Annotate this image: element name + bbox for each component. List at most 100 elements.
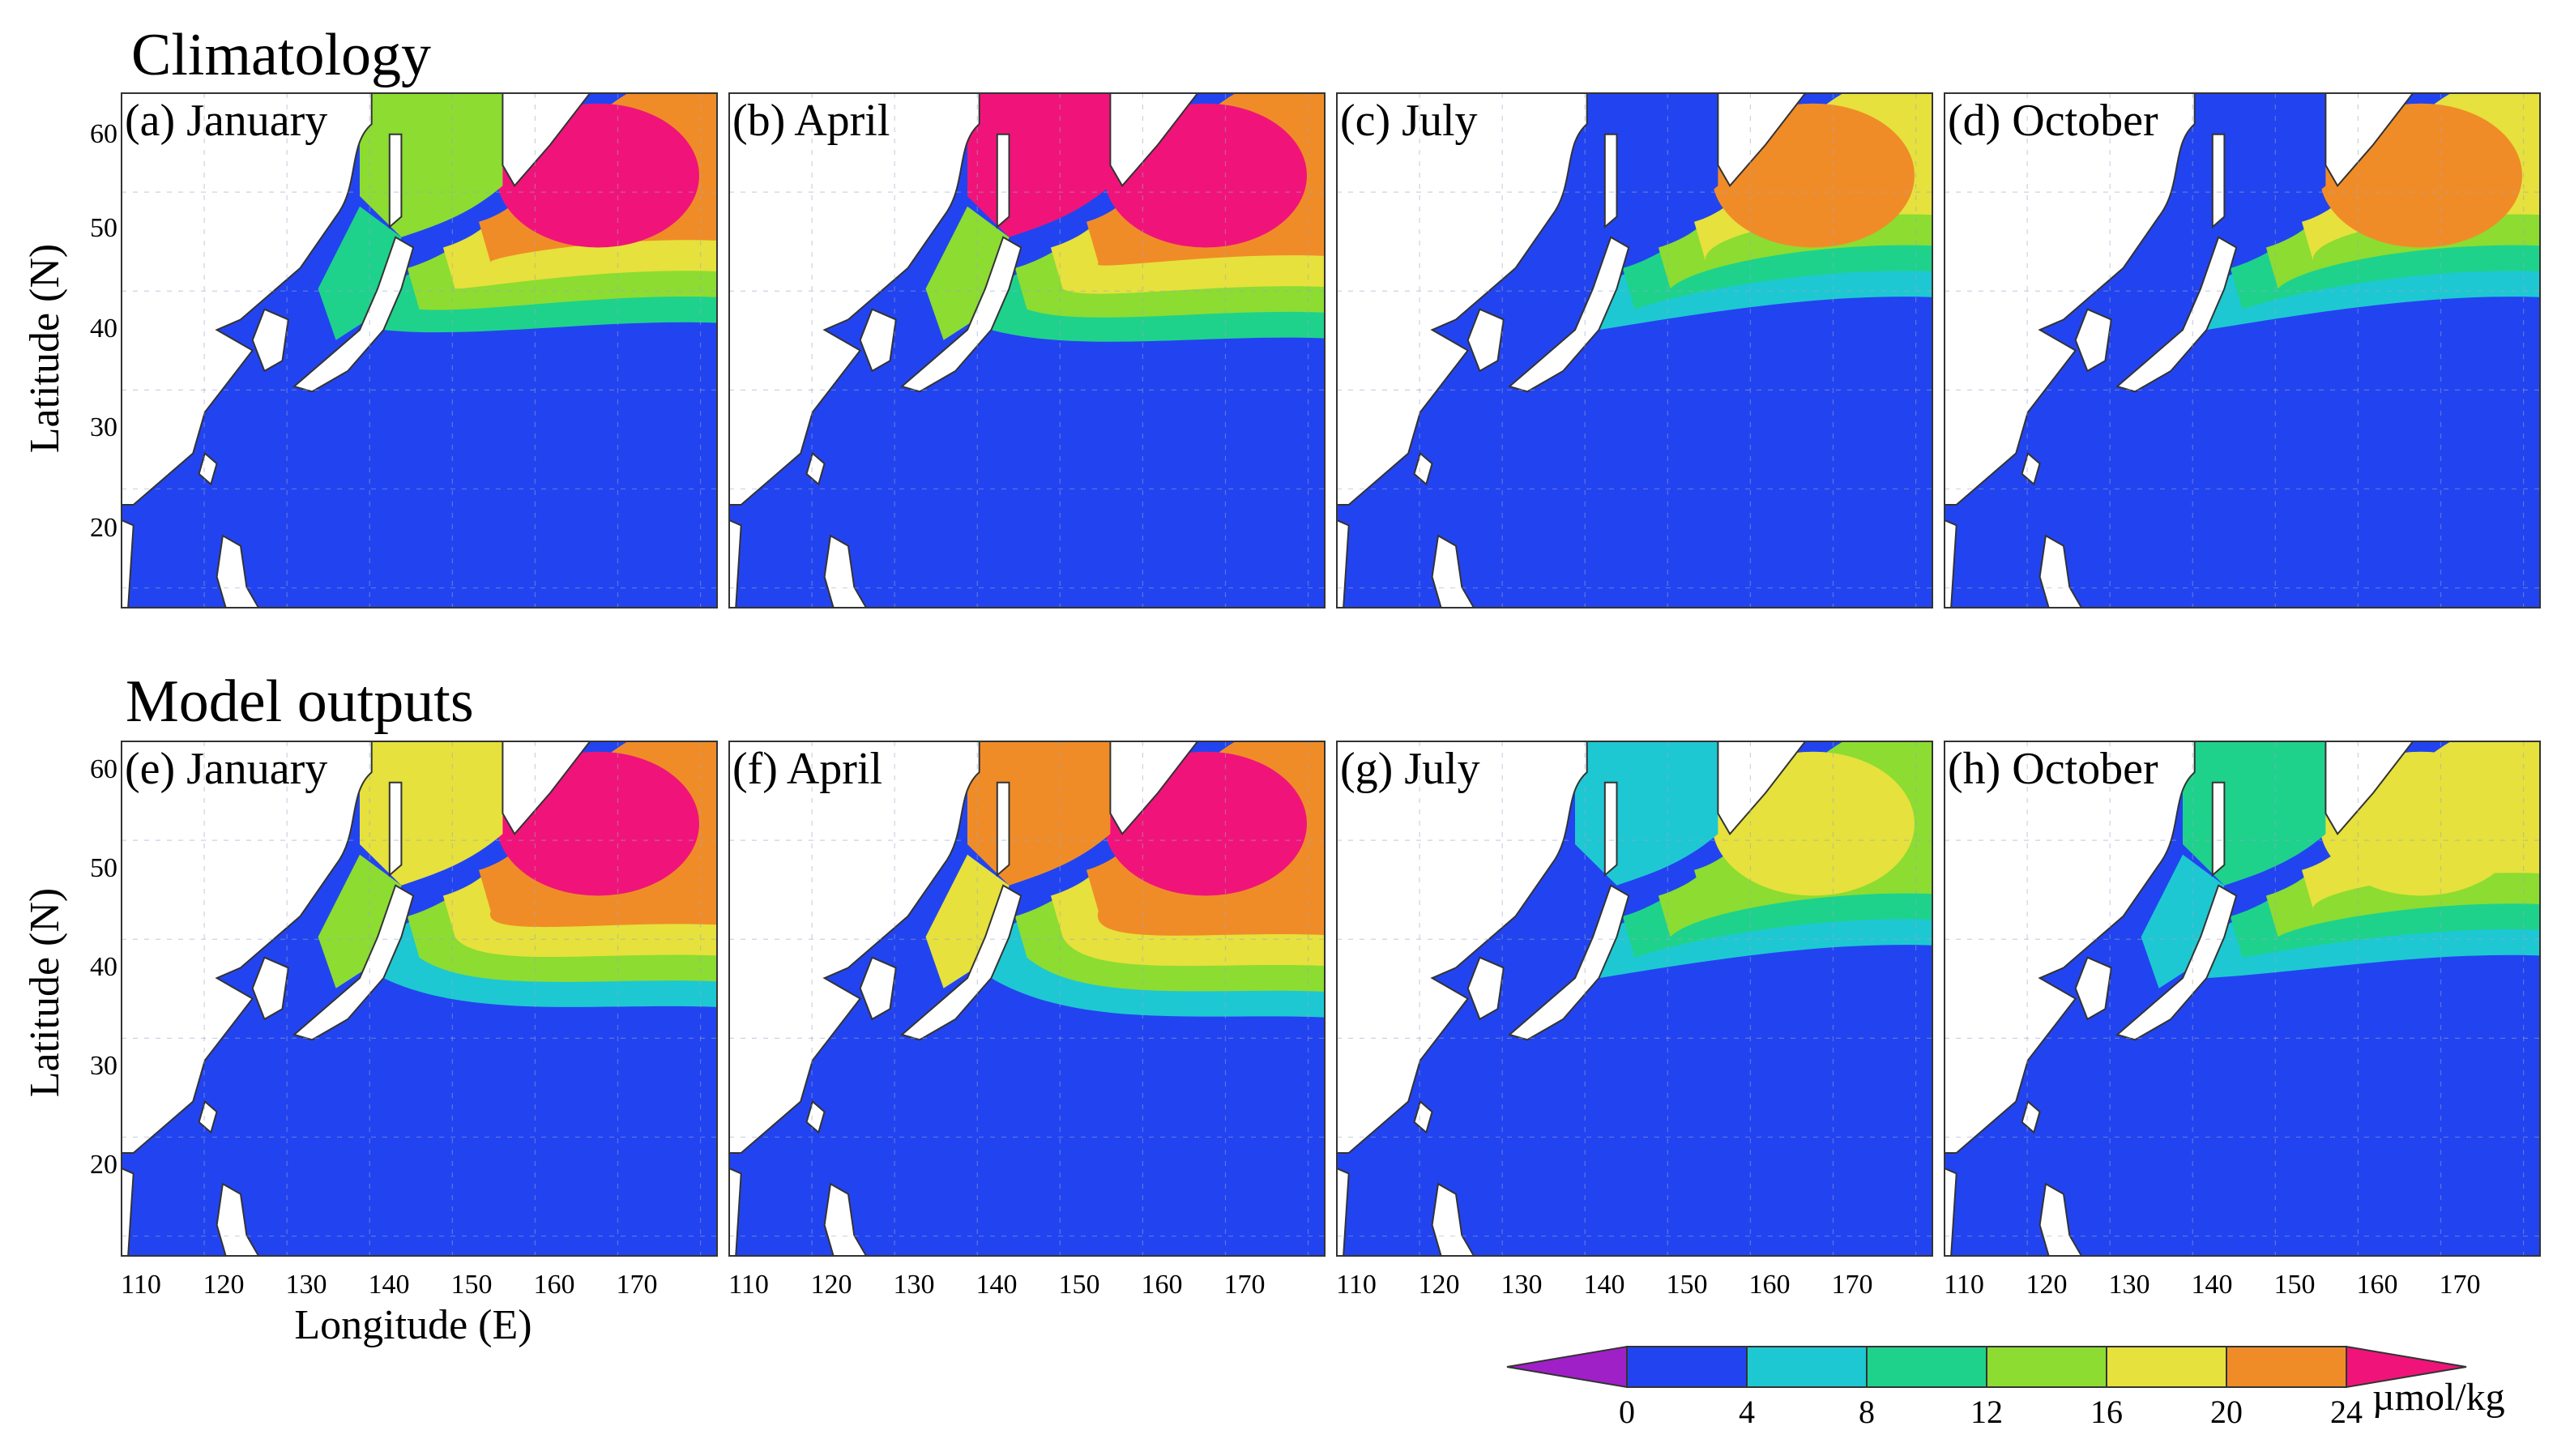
land-indochina: [1945, 519, 1957, 608]
land-japan: [900, 236, 1022, 393]
colorbar-tick: 24: [2330, 1394, 2363, 1430]
lat-tick: 50: [90, 213, 117, 243]
land-philippines: [216, 534, 260, 608]
land-japan: [292, 884, 415, 1041]
lon-tick: 110: [1336, 1270, 1377, 1300]
lat-tick: 20: [90, 513, 117, 543]
map-panel: [122, 93, 717, 608]
lon-tick: 160: [2357, 1270, 2398, 1300]
land-sakhalin: [2211, 781, 2226, 877]
land-asia: [729, 93, 980, 506]
y-axis-label-bottom: Latitude (N): [22, 888, 68, 1097]
panel-label: (h) October: [1948, 744, 2158, 794]
lon-tick: 110: [1944, 1270, 1984, 1300]
land-indochina: [729, 1167, 742, 1256]
land-sakhalin: [2211, 133, 2226, 229]
lat-tick: 50: [90, 853, 117, 883]
colorbar-tick: 0: [1619, 1394, 1635, 1430]
lat-ticks-top: 60 50 40 30 20: [90, 119, 117, 543]
land-indochina: [1945, 1167, 1957, 1256]
land-korea: [1466, 956, 1505, 1021]
land-kamchatka: [1717, 741, 1807, 836]
map-panels: (a) January (b) April (c) July (d) October (…: [121, 92, 2541, 1257]
colorbar-segment: [1986, 1346, 2107, 1388]
land-philippines: [2038, 1182, 2083, 1256]
panel-label: (d) October: [1948, 96, 2158, 146]
land-japan: [2115, 884, 2238, 1041]
lon-tick: 130: [286, 1270, 327, 1300]
lon-tick: 120: [811, 1270, 852, 1300]
lon-tick: 150: [2274, 1270, 2316, 1300]
land-philippines: [216, 1182, 260, 1256]
lat-tick: 60: [90, 754, 117, 784]
lon-tick: 120: [1419, 1270, 1460, 1300]
land-asia: [1945, 93, 2196, 506]
colorbar-segment: [1746, 1346, 1868, 1388]
map-panel: [1945, 93, 2540, 608]
land-indochina: [1337, 1167, 1350, 1256]
land-philippines: [1431, 1182, 1475, 1256]
land-kamchatka: [2325, 93, 2414, 188]
panel-label: (e) January: [125, 744, 327, 794]
land-taiwan: [198, 1099, 218, 1134]
lon-tick: 130: [1501, 1270, 1543, 1300]
land-sakhalin: [996, 781, 1010, 877]
colorbar-tick: 16: [2090, 1394, 2123, 1430]
land-taiwan: [805, 1099, 826, 1134]
land-taiwan: [1413, 1099, 1433, 1134]
lon-tick: 140: [976, 1270, 1018, 1300]
map-panel: [729, 741, 1325, 1256]
lat-tick: 20: [90, 1150, 117, 1180]
lat-tick: 30: [90, 412, 117, 442]
land-sakhalin: [1603, 133, 1618, 229]
land-korea: [2074, 956, 2112, 1021]
lon-tick: 120: [2026, 1270, 2068, 1300]
panel-frame: [728, 92, 1326, 608]
lon-tick: 150: [1059, 1270, 1100, 1300]
lon-tick: 130: [894, 1270, 935, 1300]
colorbar-segment: [1626, 1346, 1748, 1388]
land-kamchatka: [1109, 93, 1199, 188]
lon-tick: 170: [1832, 1270, 1873, 1300]
land-taiwan: [2021, 451, 2041, 486]
land-korea: [859, 308, 897, 373]
panel-label: (f) April: [732, 744, 882, 794]
land-philippines: [823, 1182, 868, 1256]
land-kamchatka: [1109, 741, 1199, 836]
map-panel: [1945, 741, 2540, 1256]
land-asia: [1337, 741, 1588, 1154]
panel-frame: [728, 741, 1326, 1257]
land-philippines: [1431, 534, 1475, 608]
land-taiwan: [2021, 1099, 2041, 1134]
lon-tick: 160: [1142, 1270, 1183, 1300]
land-korea: [1466, 308, 1505, 373]
panel-label: (b) April: [732, 96, 890, 146]
colorbar-tick: 8: [1859, 1394, 1875, 1430]
land-kamchatka: [2325, 741, 2414, 836]
lon-tick: 160: [534, 1270, 575, 1300]
lon-tick: 160: [1749, 1270, 1791, 1300]
panel-label: (c) July: [1340, 96, 1478, 146]
land-indochina: [729, 519, 742, 608]
land-asia: [122, 741, 373, 1154]
lon-tick: 110: [121, 1270, 161, 1300]
land-japan: [900, 884, 1022, 1041]
section-title-model-outputs: Model outputs: [126, 668, 474, 735]
map-panel: [729, 93, 1325, 608]
panel-label: (g) July: [1340, 744, 1480, 794]
land-korea: [251, 308, 289, 373]
land-korea: [2074, 308, 2112, 373]
land-philippines: [823, 534, 868, 608]
land-taiwan: [1413, 451, 1433, 486]
colorbar-tick: 4: [1739, 1394, 1755, 1430]
panel-frame: [1944, 741, 2541, 1257]
colorbar-unit: µmol/kg: [2372, 1376, 2505, 1419]
lon-ticks: 110 120 130 140 150 160 170 110 120 130 140 150 160 1…: [121, 1270, 2480, 1300]
colorbar-segment: [2106, 1346, 2227, 1388]
colorbar-left-arrow: [1506, 1345, 1628, 1389]
lat-tick: 30: [90, 1051, 117, 1081]
land-asia: [729, 741, 980, 1154]
panel-frame: [121, 92, 718, 608]
lon-tick: 110: [728, 1270, 769, 1300]
